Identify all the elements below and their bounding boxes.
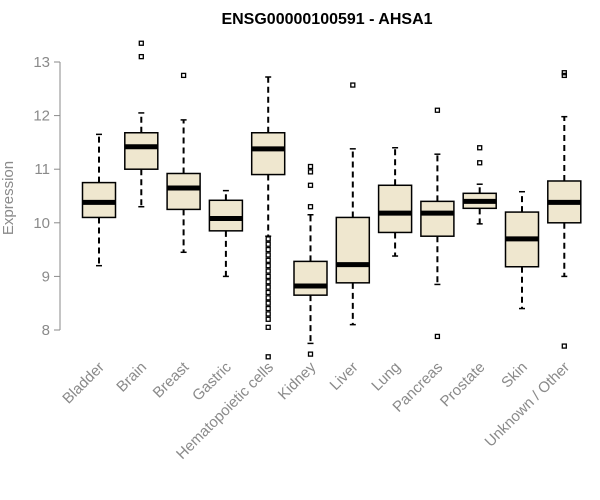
outlier-point [434, 107, 441, 113]
outlier-point [477, 160, 483, 166]
category-label: Prostate [437, 359, 489, 411]
category-label: Brain [113, 359, 150, 396]
box-group [293, 163, 328, 357]
outlier-point [265, 311, 271, 317]
outlier-point [265, 252, 271, 258]
outlier-point [265, 284, 271, 290]
box-group [208, 189, 244, 278]
box-group [81, 133, 117, 267]
outlier-point [265, 295, 271, 301]
outlier-point [265, 236, 271, 242]
outlier-point [138, 53, 144, 60]
outlier-point [265, 305, 271, 312]
outlier-point [477, 145, 483, 151]
outlier-point [265, 316, 271, 322]
outlier-point [180, 72, 187, 79]
outlier-point [265, 300, 271, 306]
category-label: Liver [327, 359, 362, 394]
iqr-box [166, 172, 201, 211]
outlier-point [265, 324, 271, 330]
outlier-point [434, 333, 441, 340]
box-group [124, 40, 159, 208]
y-tick-label: 9 [42, 268, 50, 285]
outlier-point [265, 289, 271, 296]
iqr-box [208, 199, 244, 232]
box-group [504, 190, 540, 310]
y-tick-label: 11 [34, 161, 50, 178]
iqr-box [420, 200, 455, 237]
box-group [462, 145, 497, 225]
outlier-point [307, 182, 314, 188]
box-group [335, 82, 371, 326]
iqr-box [335, 216, 371, 284]
outlier-point [561, 72, 567, 79]
box-group [250, 76, 286, 360]
outlier-point [265, 279, 271, 285]
y-tick-label: 8 [42, 322, 50, 339]
box-group [547, 70, 582, 349]
category-label: Bladder [59, 359, 108, 408]
chart-title: ENSG00000100591 - AHSA1 [221, 11, 432, 28]
outlier-point [265, 241, 271, 247]
iqr-box [293, 260, 328, 296]
y-tick-label: 10 [33, 215, 50, 232]
y-tick-label: 13 [33, 54, 50, 71]
y-tick-label: 12 [33, 108, 50, 125]
category-label: Skin [498, 359, 531, 392]
outlier-point [265, 273, 271, 280]
outlier-point [265, 354, 271, 360]
outlier-point [307, 163, 314, 170]
outlier-point [138, 40, 144, 46]
category-label: Kidney [275, 358, 320, 403]
plot-area [81, 40, 582, 360]
outlier-point [265, 268, 271, 274]
outlier-point [307, 204, 314, 210]
box-group [166, 72, 201, 254]
outlier-point [307, 351, 314, 357]
outlier-point [265, 263, 271, 269]
category-label: Breast [150, 358, 193, 401]
outlier-point [561, 343, 567, 349]
outlier-point [265, 246, 271, 253]
y-axis: 8 9 10 11 12 13 [33, 54, 61, 339]
outlier-point [307, 169, 314, 175]
iqr-box [124, 132, 159, 170]
category-label: Lung [368, 359, 404, 395]
outlier-point [350, 82, 356, 88]
box-group [377, 147, 413, 257]
iqr-box [250, 132, 286, 176]
box-group [420, 107, 455, 340]
y-axis-label: Expression [0, 161, 17, 235]
outlier-point [265, 257, 271, 263]
outlier-point [561, 70, 567, 76]
iqr-box [377, 184, 413, 234]
